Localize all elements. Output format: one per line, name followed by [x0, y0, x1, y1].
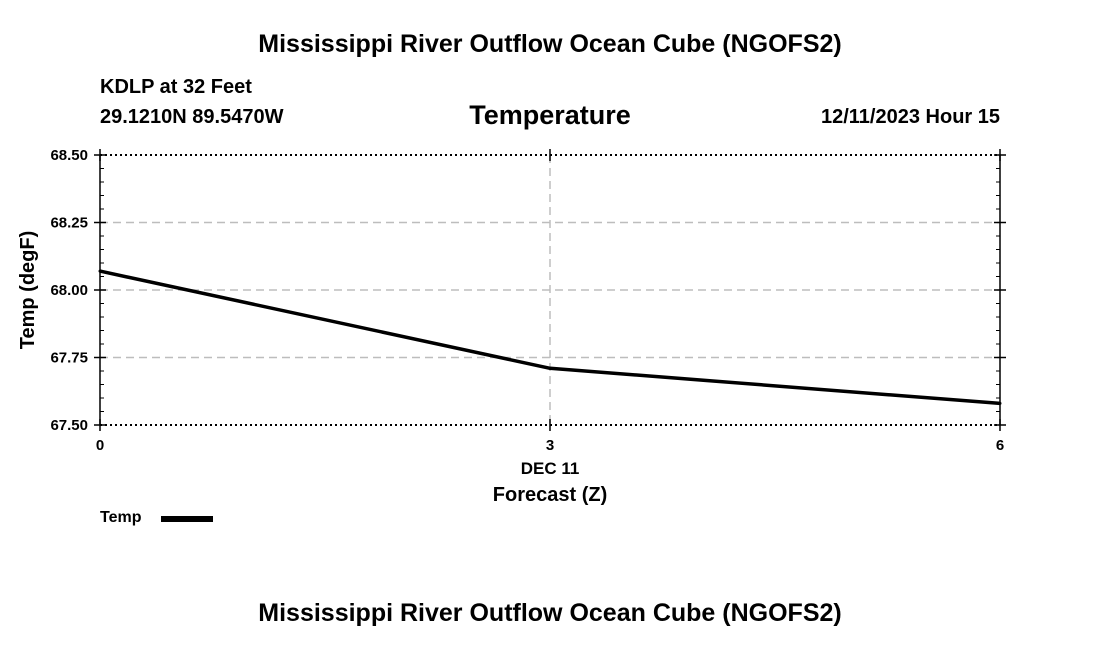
station-label: KDLP at 32 Feet [100, 76, 252, 98]
x-axis-title: Forecast (Z) [493, 484, 607, 506]
y-tick-label: 68.50 [50, 147, 88, 164]
x-tick-label: 0 [96, 437, 104, 454]
chart-footer-title: Mississippi River Outflow Ocean Cube (NG… [258, 599, 842, 627]
y-tick-label: 68.25 [50, 215, 88, 232]
y-axis-title: Temp (degF) [17, 231, 39, 350]
x-date-label: DEC 11 [521, 459, 580, 478]
legend-swatch [161, 516, 213, 522]
y-tick-label: 67.75 [50, 350, 88, 367]
variable-title: Temperature [469, 100, 631, 130]
chart-main-title: Mississippi River Outflow Ocean Cube (NG… [258, 30, 842, 58]
forecast-datetime: 12/11/2023 Hour 15 [820, 106, 1000, 128]
data-point [98, 269, 102, 273]
y-tick-label: 67.50 [50, 417, 88, 434]
data-point [548, 366, 552, 370]
x-tick-label: 3 [546, 437, 554, 454]
legend-label: Temp [100, 509, 142, 526]
x-tick-label: 6 [996, 437, 1004, 454]
data-point [998, 401, 1002, 405]
y-tick-label: 68.00 [50, 282, 88, 299]
coordinates-label: 29.1210N 89.5470W [100, 106, 284, 128]
